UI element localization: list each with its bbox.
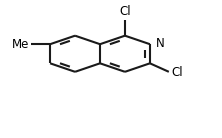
Text: Cl: Cl [171, 66, 183, 79]
Text: Cl: Cl [119, 5, 131, 18]
Text: Me: Me [12, 38, 30, 51]
Text: N: N [155, 37, 164, 50]
